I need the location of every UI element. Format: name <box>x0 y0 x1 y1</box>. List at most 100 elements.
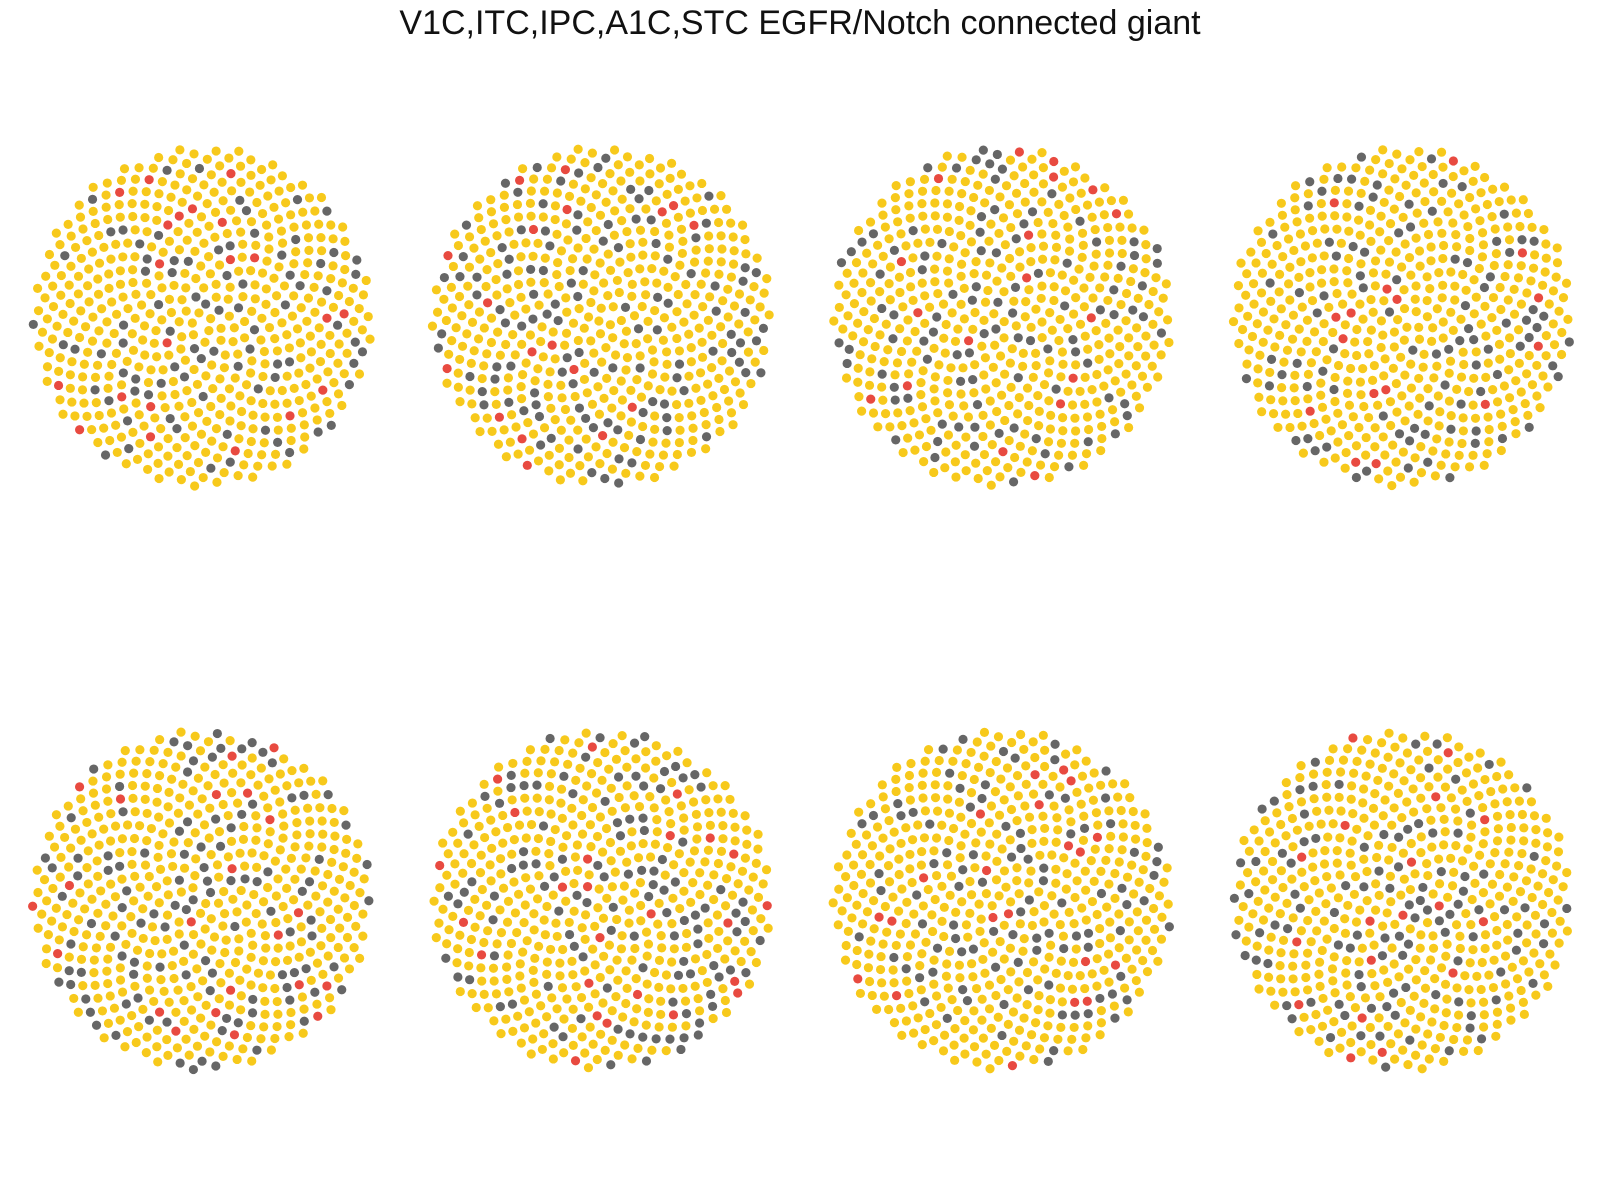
node-default <box>1360 176 1370 186</box>
node-gray <box>1356 1031 1366 1041</box>
node-default <box>1398 733 1408 743</box>
node-default <box>1346 860 1356 870</box>
node-gray <box>1374 866 1384 876</box>
node-default <box>164 787 174 797</box>
node-gray <box>189 344 200 354</box>
node-default <box>328 234 338 244</box>
node-gray <box>316 258 326 269</box>
node-gray <box>920 997 930 1007</box>
node-default <box>1513 325 1524 335</box>
node-default <box>1365 759 1375 769</box>
node-default <box>1068 177 1079 187</box>
node-default <box>1435 1032 1445 1043</box>
node-default <box>78 806 88 816</box>
node-default <box>1260 816 1270 826</box>
node-default <box>947 308 957 318</box>
node-default <box>1121 288 1132 299</box>
node-default <box>1461 768 1472 778</box>
node-red <box>1086 313 1096 323</box>
node-default <box>546 403 556 413</box>
node-default <box>945 890 955 900</box>
node-default <box>209 932 220 942</box>
node-default <box>621 468 631 478</box>
node-default <box>842 893 852 903</box>
node-gray <box>1460 300 1471 311</box>
node-default <box>1008 1007 1019 1017</box>
node-default <box>659 313 670 323</box>
node-default <box>1031 348 1041 358</box>
node-default <box>1123 1007 1133 1017</box>
node-default <box>1411 281 1421 291</box>
node-default <box>1302 985 1313 995</box>
node-default <box>1414 755 1424 765</box>
node-default <box>925 237 935 247</box>
node-default <box>1028 737 1038 747</box>
node-default <box>1464 386 1474 397</box>
node-default <box>1051 837 1061 847</box>
node-default <box>834 302 844 313</box>
node-default <box>763 923 773 933</box>
node-default <box>1443 892 1453 902</box>
node-default <box>477 373 487 384</box>
node-default <box>1359 854 1369 864</box>
node-default <box>342 834 352 844</box>
node-default <box>1440 782 1451 792</box>
node-red <box>891 991 902 1001</box>
node-default <box>1123 209 1134 219</box>
node-default <box>205 269 215 279</box>
node-default <box>548 890 558 900</box>
node-default <box>303 233 314 243</box>
node-gray <box>250 228 260 238</box>
node-gray <box>1039 863 1049 873</box>
node-default <box>1452 242 1462 252</box>
node-default <box>654 955 665 965</box>
node-gray <box>495 1002 505 1012</box>
node-default <box>1056 372 1066 382</box>
node-gray <box>1405 436 1415 446</box>
network-panel-8 <box>1222 720 1582 1080</box>
node-gray <box>582 897 592 908</box>
node-default <box>524 1007 534 1017</box>
node-default <box>1253 364 1263 374</box>
node-default <box>50 260 60 270</box>
node-gray <box>928 967 938 977</box>
node-default <box>868 259 878 269</box>
node-gray <box>740 916 750 927</box>
node-red <box>515 175 525 185</box>
node-default <box>651 196 661 206</box>
node-gray <box>937 419 947 429</box>
node-default <box>1156 350 1166 360</box>
node-default <box>564 917 574 928</box>
node-default <box>316 941 326 951</box>
node-red <box>1048 172 1059 182</box>
node-default <box>561 293 571 303</box>
node-gray <box>207 968 218 978</box>
node-default <box>172 1043 182 1053</box>
node-gray <box>1109 309 1119 320</box>
node-default <box>1487 212 1497 222</box>
node-gray <box>970 422 980 432</box>
node-default <box>1308 769 1319 779</box>
node-default <box>593 382 603 392</box>
node-default <box>252 823 262 833</box>
node-gray <box>1095 993 1105 1004</box>
node-default <box>301 853 311 863</box>
node-default <box>717 356 727 366</box>
node-default <box>1043 437 1054 447</box>
node-default <box>323 897 333 907</box>
node-default <box>942 959 952 969</box>
node-gray <box>639 825 649 836</box>
node-default <box>1495 282 1505 293</box>
node-default <box>575 461 585 471</box>
node-default <box>1359 813 1369 823</box>
node-gray <box>896 811 906 821</box>
node-gray <box>1027 207 1038 217</box>
node-default <box>174 401 184 411</box>
node-default <box>1488 184 1498 194</box>
node-default <box>1365 928 1375 938</box>
node-default <box>619 443 630 453</box>
node-default <box>1416 442 1426 452</box>
node-default <box>1552 258 1563 268</box>
node-default <box>130 981 140 991</box>
node-gray <box>174 826 185 836</box>
